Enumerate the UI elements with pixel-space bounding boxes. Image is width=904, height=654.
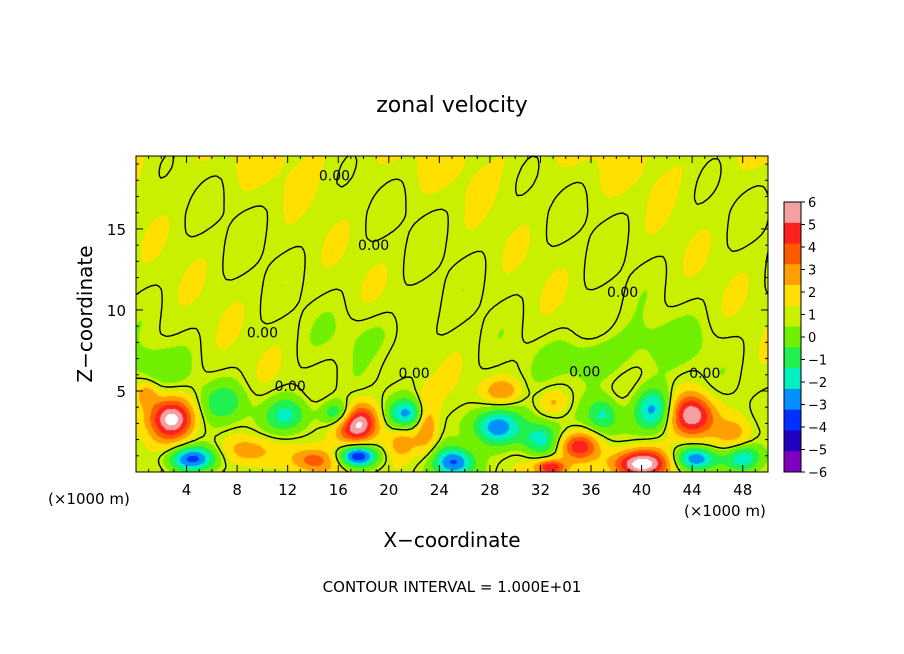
x-unit-label-right: (×1000 m) xyxy=(684,502,766,520)
x-tick-label: 12 xyxy=(278,481,297,499)
contour-labels: 0.00 0.00 0.00 0.00 0.00 0.00 0.00 0.00 xyxy=(247,168,721,395)
colorbar-label: −4 xyxy=(808,421,827,436)
colorbar-swatch xyxy=(784,243,801,265)
colorbar-label: 5 xyxy=(808,219,816,234)
x-tick-label: 40 xyxy=(632,481,651,499)
colorbar-swatch xyxy=(784,264,801,286)
colorbar-swatch xyxy=(784,430,801,452)
colorbar-swatch xyxy=(784,368,801,390)
contour-label: 0.00 xyxy=(689,366,720,382)
x-tick-label: 44 xyxy=(683,481,702,499)
contour-label: 0.00 xyxy=(275,379,306,395)
y-axis-title: Z−coordinate xyxy=(73,245,97,382)
colorbar-swatch xyxy=(784,326,801,348)
velocity-field xyxy=(136,156,768,472)
chart-title: zonal velocity xyxy=(376,93,528,118)
x-axis: 4 8 12 16 20 24 28 32 36 40 44 48 xyxy=(148,156,756,499)
contour-label: 0.00 xyxy=(569,365,600,381)
contour-label: 0.00 xyxy=(358,238,389,254)
y-tick-label: 15 xyxy=(107,221,126,239)
zero-contours xyxy=(135,155,769,473)
colorbar-label: 2 xyxy=(808,286,816,301)
colorbar-label: −2 xyxy=(808,376,827,391)
colorbar-label: −3 xyxy=(808,399,827,414)
contour-label: 0.00 xyxy=(398,366,429,382)
colorbar-swatch xyxy=(784,222,801,245)
x-tick-label: 16 xyxy=(329,481,348,499)
x-tick-label: 36 xyxy=(581,481,600,499)
plot-area: 0.00 0.00 0.00 0.00 0.00 0.00 0.00 0.00 xyxy=(135,155,769,473)
x-axis-title: X−coordinate xyxy=(383,528,520,552)
colorbar-label: 6 xyxy=(808,196,816,211)
x-tick-label: 48 xyxy=(733,481,752,499)
contour-line xyxy=(135,155,769,473)
colorbar-label: 3 xyxy=(808,264,816,279)
contour-label: 0.00 xyxy=(319,168,350,184)
colorbar-swatch xyxy=(784,347,801,369)
x-tick-label: 32 xyxy=(531,481,550,499)
contour-label: 0.00 xyxy=(607,285,638,301)
colorbar-swatch xyxy=(784,305,801,328)
x-tick-label: 24 xyxy=(430,481,449,499)
x-tick-label: 28 xyxy=(480,481,499,499)
colorbar: 6 5 4 3 2 1 0 −1 −2 −3 −4 −5 −6 xyxy=(783,196,827,481)
x-tick-label: 8 xyxy=(232,481,242,499)
contour-interval-note: CONTOUR INTERVAL = 1.000E+01 xyxy=(323,578,582,596)
colorbar-swatch xyxy=(784,451,801,473)
x-unit-label: (×1000 m) xyxy=(48,490,130,508)
colorbar-label: −6 xyxy=(808,466,827,481)
colorbar-swatch xyxy=(784,285,801,307)
y-tick-label: 5 xyxy=(116,383,126,401)
y-axis: 5 10 15 xyxy=(107,163,768,457)
x-tick-label: 4 xyxy=(182,481,192,499)
colorbar-label: −1 xyxy=(808,354,827,369)
colorbar-swatch xyxy=(784,202,801,224)
colorbar-swatch xyxy=(784,388,801,411)
colorbar-label: −5 xyxy=(808,444,827,459)
contour-label: 0.00 xyxy=(247,326,278,342)
y-tick-label: 10 xyxy=(107,302,126,320)
colorbar-label: 1 xyxy=(808,309,816,324)
x-tick-label: 20 xyxy=(379,481,398,499)
colorbar-label: 4 xyxy=(808,241,816,256)
colorbar-label: 0 xyxy=(808,331,816,346)
colorbar-swatch xyxy=(784,409,801,431)
